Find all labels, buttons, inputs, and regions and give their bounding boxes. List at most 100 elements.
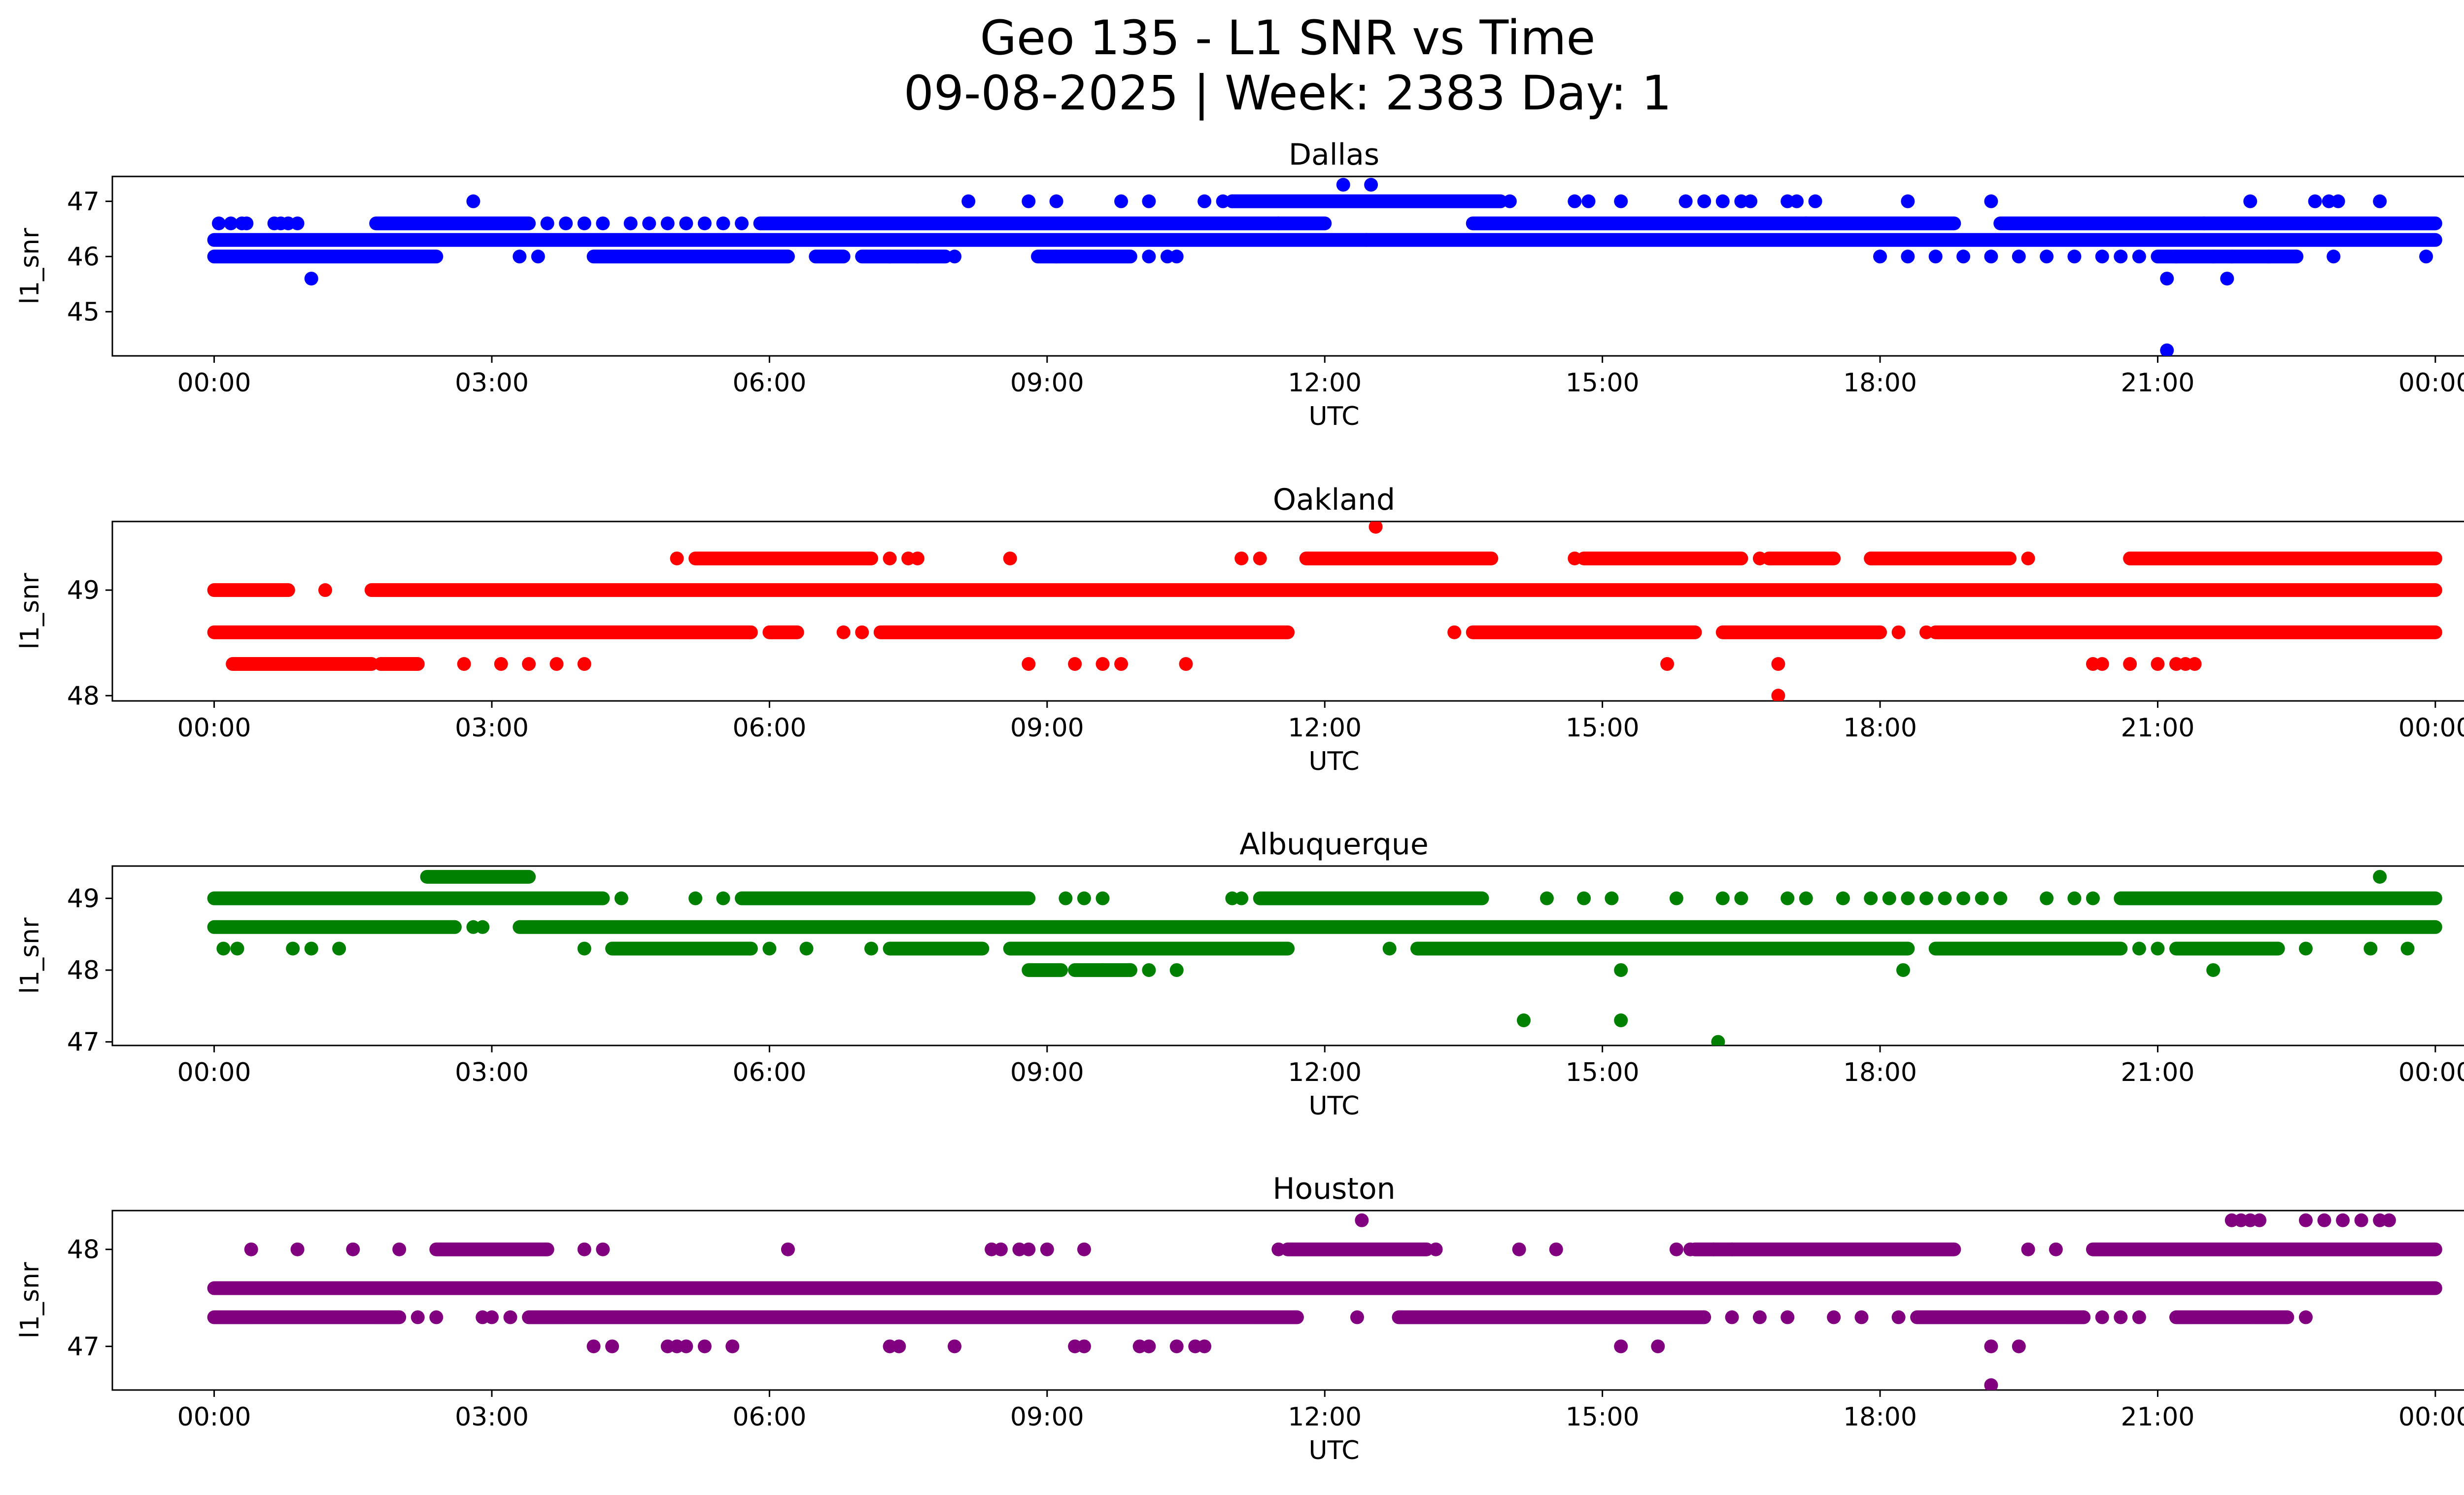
data-point (614, 891, 628, 905)
data-point (2363, 941, 2378, 956)
data-point (1725, 1242, 1739, 1256)
data-point (1891, 1310, 1906, 1324)
data-point (1568, 551, 1582, 565)
x-tick-label: 09:00 (1010, 1402, 1084, 1432)
data-point (1984, 249, 1998, 264)
data-point (688, 891, 703, 905)
data-point (1697, 194, 1711, 209)
data-point (290, 216, 305, 231)
x-tick-label: 18:00 (1843, 1058, 1917, 1087)
data-point (216, 941, 231, 956)
data-point (346, 1242, 360, 1256)
data-point (605, 1339, 619, 1354)
data-point (1993, 891, 2008, 905)
data-point (392, 1242, 407, 1256)
data-point (1049, 249, 1063, 264)
data-point (2151, 657, 2165, 671)
data-point (466, 194, 480, 209)
x-tick-label: 06:00 (732, 713, 806, 743)
data-point (1049, 194, 1063, 209)
x-tick-label: 00:00 (177, 713, 251, 743)
data-point (2308, 194, 2322, 209)
data-point (1715, 194, 1730, 209)
data-point (1179, 657, 1193, 671)
data-point (577, 1242, 591, 1256)
data-point (457, 657, 471, 671)
data-point (230, 941, 244, 956)
x-tick-label: 21:00 (2121, 368, 2195, 398)
data-point (1827, 1310, 1841, 1324)
data-point (1447, 625, 1462, 639)
data-point (484, 1310, 499, 1324)
data-point (948, 249, 962, 264)
data-point (1549, 1242, 1563, 1256)
x-tick-label: 15:00 (1566, 1402, 1640, 1432)
data-point (286, 941, 300, 956)
data-point (781, 1242, 795, 1256)
subplot-houston: Houston 00:00 03:00 06:00 09:00 12:00 15:00 18:… (15, 1172, 2464, 1465)
data-point (1864, 891, 1878, 905)
data-point (1540, 891, 1554, 905)
data-point (1336, 177, 1350, 192)
data-point (2095, 657, 2109, 671)
data-point (304, 272, 318, 286)
data-point (1669, 1242, 1683, 1256)
data-point (1928, 249, 1943, 264)
data-point (1956, 891, 1971, 905)
data-point (318, 583, 332, 597)
data-point (596, 216, 610, 231)
x-tick-label: 00:00 (2398, 713, 2464, 743)
data-point (577, 657, 591, 671)
data-point (1234, 891, 1249, 905)
x-tick-label: 00:00 (177, 1058, 251, 1087)
data-point (1369, 522, 1383, 534)
x-tick-label: 12:00 (1288, 713, 1362, 743)
x-tick-label: 06:00 (732, 1058, 806, 1087)
data-point (910, 551, 924, 565)
data-point (1022, 194, 1036, 209)
data-point (1142, 194, 1156, 209)
data-point (1614, 194, 1628, 209)
data-point (1577, 891, 1591, 905)
data-point (2040, 249, 2054, 264)
data-points (207, 522, 2442, 701)
data-point (476, 920, 490, 934)
data-point (1142, 963, 1156, 977)
y-axis-label: l1_snr (15, 573, 45, 650)
data-point (2012, 249, 2026, 264)
data-point (2067, 249, 2082, 264)
data-point (1503, 194, 1517, 209)
data-point (1864, 551, 1878, 565)
data-point (1725, 1310, 1739, 1324)
data-point (762, 941, 777, 956)
figure-title-line2: 09-08-2025 | Week: 2383 Day: 1 (904, 66, 1672, 121)
data-point (864, 941, 878, 956)
data-point (2151, 941, 2165, 956)
data-point (429, 1310, 444, 1324)
data-point (559, 216, 573, 231)
y-tick-label: 49 (67, 576, 100, 605)
data-point (1711, 1035, 1725, 1045)
data-point (2400, 941, 2415, 956)
data-point (2067, 891, 2082, 905)
x-tick-label: 21:00 (2121, 1402, 2195, 1432)
plot-frame (111, 1210, 2464, 1391)
data-point (2220, 272, 2234, 286)
data-point (1715, 891, 1730, 905)
data-point (1956, 249, 1971, 264)
data-point (1771, 657, 1785, 671)
data-point (2049, 1242, 2063, 1256)
data-point (883, 249, 897, 264)
data-point (1253, 551, 1267, 565)
data-point (1780, 891, 1795, 905)
data-point (1614, 1013, 1628, 1028)
data-point (1438, 941, 1452, 956)
y-axis-label: l1_snr (15, 1262, 45, 1339)
data-point (513, 249, 527, 264)
data-point (948, 1339, 962, 1354)
data-point (1581, 194, 1596, 209)
y-tick-label: 47 (67, 1332, 100, 1361)
x-tick-label: 03:00 (455, 1058, 529, 1087)
data-point (855, 625, 869, 639)
